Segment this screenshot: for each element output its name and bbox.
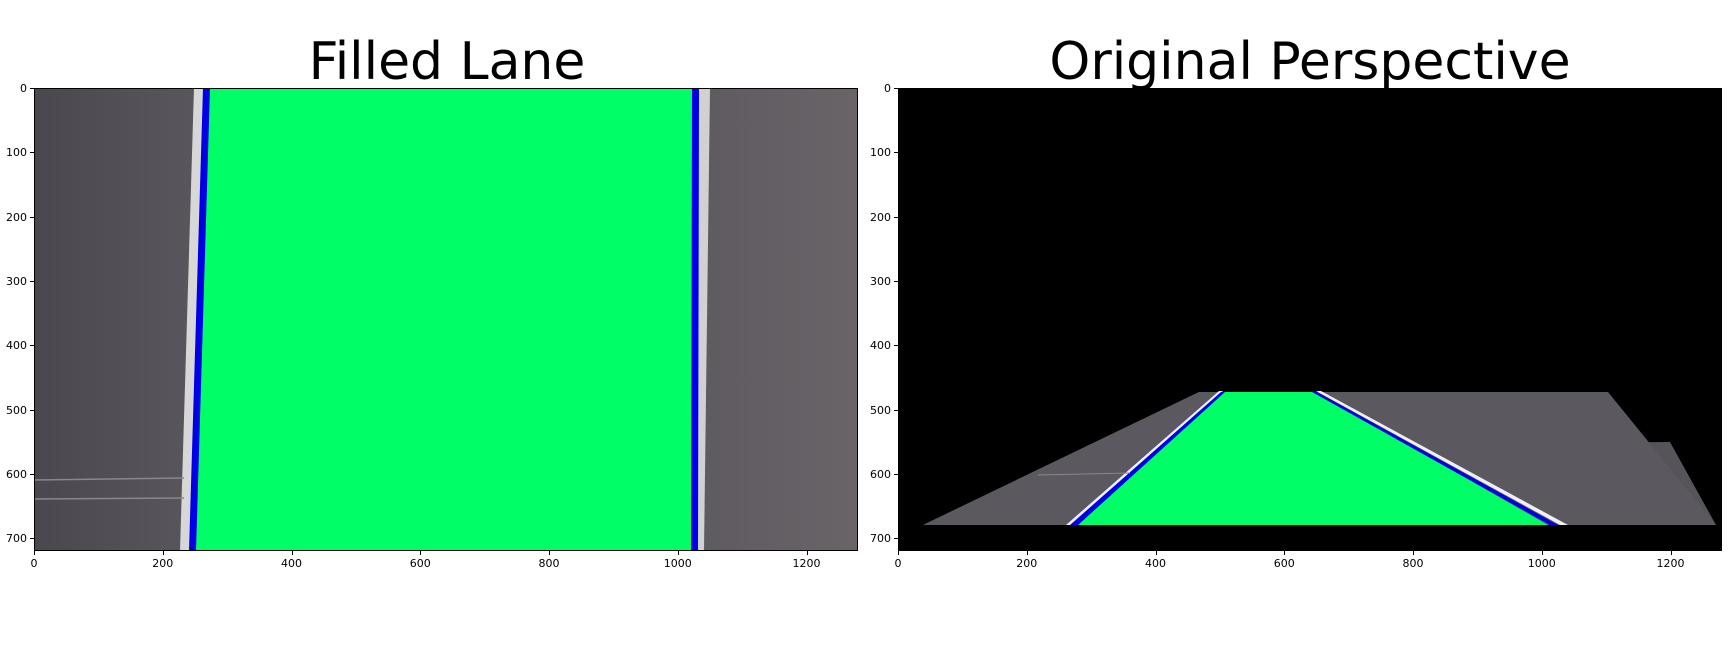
right-xtick-label: 1200 — [1656, 557, 1685, 570]
right-ytick-label: 100 — [870, 146, 891, 160]
right-xtick-label: 400 — [1145, 557, 1166, 570]
original-perspective-image — [898, 88, 1722, 551]
road-crack — [34, 497, 185, 500]
left-xtick-mark — [34, 551, 35, 555]
left-ytick-mark — [30, 152, 34, 154]
left-xtick-label: 800 — [538, 557, 560, 570]
left-ytick-mark — [30, 538, 34, 540]
left-ytick-mark — [30, 345, 34, 347]
right-ytick-mark — [894, 538, 898, 540]
right-ytick-label: 200 — [870, 210, 891, 224]
right-xtick-mark — [898, 551, 899, 555]
left-xtick-mark — [806, 551, 808, 555]
right-ytick-label: 400 — [870, 339, 891, 353]
left-lane-line — [189, 88, 210, 551]
right-ytick-mark — [894, 280, 898, 282]
right-lane-line — [691, 88, 699, 551]
lane-fill — [192, 88, 692, 551]
left-xtick-label: 0 — [30, 557, 38, 570]
right-ytick-mark — [894, 409, 898, 411]
filled-lane-image — [34, 88, 858, 551]
road-crack — [1037, 472, 1131, 476]
left-lane-marking — [1066, 391, 1223, 525]
bottom-band — [898, 525, 1722, 551]
left-ytick-label: 300 — [6, 274, 27, 288]
left-xtick-label: 200 — [152, 557, 174, 570]
right-xtick-label: 0 — [894, 557, 902, 570]
left-ytick-label: 100 — [6, 146, 27, 160]
right-ytick-mark — [894, 473, 898, 475]
left-lane-line — [1070, 392, 1225, 525]
left-xtick-mark — [420, 551, 422, 555]
right-ytick-label: 500 — [870, 403, 891, 417]
right-xtick-mark — [1413, 551, 1414, 555]
left-xtick-mark — [549, 551, 550, 555]
right-xtick-mark — [1155, 551, 1157, 555]
right-lane-marking — [1316, 391, 1568, 525]
original-perspective-graphic — [898, 88, 1722, 551]
left-xtick-label: 400 — [281, 557, 302, 570]
left-ytick-label: 400 — [6, 339, 27, 353]
right-xtick-mark — [1541, 551, 1543, 555]
right-ytick-label: 0 — [884, 82, 891, 95]
left-xtick-label: 600 — [409, 557, 431, 570]
left-xtick-label: 1200 — [792, 557, 821, 570]
left-ytick-label: 500 — [6, 403, 27, 417]
right-xtick-mark — [1026, 551, 1028, 555]
right-panel-title: Original Perspective — [1049, 32, 1571, 92]
left-ytick-label: 0 — [20, 82, 27, 95]
right-xtick-label: 1000 — [1527, 557, 1556, 570]
right-xtick-label: 200 — [1016, 557, 1038, 570]
right-ytick-mark — [894, 216, 898, 218]
right-xtick-mark — [1670, 551, 1672, 555]
left-ytick-mark — [30, 409, 34, 411]
left-ytick-mark — [30, 473, 34, 475]
road-crack — [34, 477, 185, 481]
right-xtick-mark — [1284, 551, 1286, 555]
left-ytick-mark — [30, 216, 34, 218]
left-xtick-mark — [162, 551, 164, 555]
left-ytick-label: 700 — [6, 532, 27, 546]
right-xtick-label: 600 — [1273, 557, 1295, 570]
right-lane-line — [1312, 392, 1558, 525]
right-ytick-label: 300 — [870, 274, 891, 288]
left-ytick-mark — [30, 88, 34, 89]
left-xtick-label: 1000 — [663, 557, 692, 570]
right-ytick-mark — [894, 345, 898, 347]
left-ytick-label: 600 — [6, 467, 27, 481]
left-ytick-mark — [30, 280, 34, 282]
lane-fill — [1078, 392, 1548, 525]
right-ytick-label: 700 — [870, 532, 891, 546]
left-xtick-mark — [291, 551, 293, 555]
right-ytick-mark — [894, 88, 898, 89]
right-ytick-label: 600 — [870, 467, 891, 481]
filled-lane-graphic — [34, 88, 858, 551]
right-ytick-mark — [894, 152, 898, 154]
left-panel-title: Filled Lane — [308, 32, 586, 92]
left-xtick-mark — [677, 551, 679, 555]
right-xtick-label: 800 — [1402, 557, 1424, 570]
left-ytick-label: 200 — [6, 210, 27, 224]
